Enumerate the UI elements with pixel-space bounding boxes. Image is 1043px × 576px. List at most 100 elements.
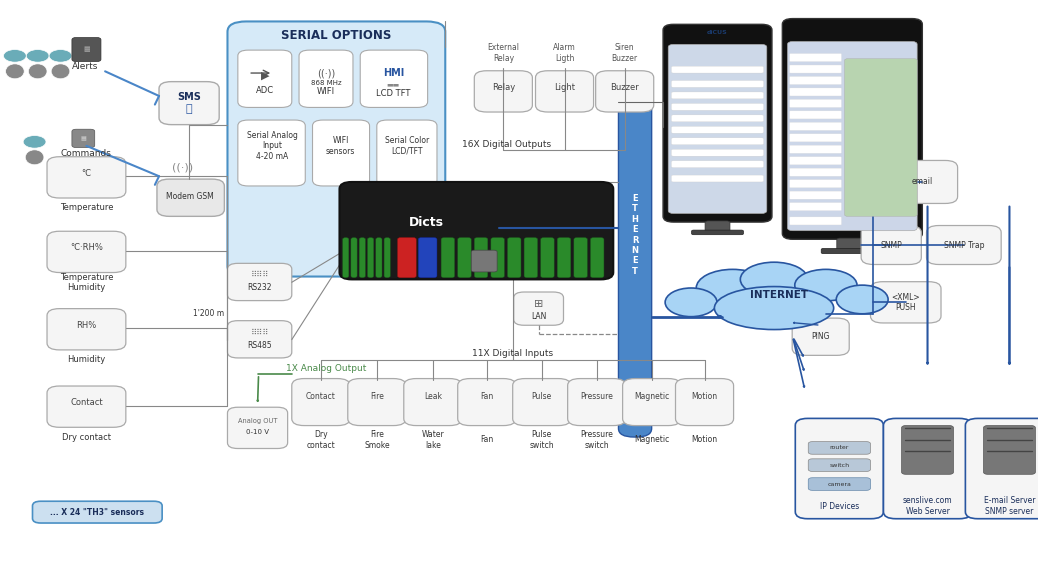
FancyBboxPatch shape — [47, 157, 126, 198]
FancyBboxPatch shape — [883, 418, 972, 519]
Text: °C·RH%: °C·RH% — [70, 244, 103, 252]
Text: E-mail Server
SNMP server: E-mail Server SNMP server — [984, 497, 1036, 516]
Text: ... X 24 "TH3" sensors: ... X 24 "TH3" sensors — [50, 507, 144, 517]
Ellipse shape — [51, 64, 70, 79]
Text: Commands: Commands — [60, 149, 112, 158]
FancyBboxPatch shape — [676, 378, 733, 426]
FancyBboxPatch shape — [672, 66, 763, 73]
Text: ▦: ▦ — [80, 136, 87, 141]
FancyBboxPatch shape — [238, 50, 292, 108]
FancyBboxPatch shape — [672, 175, 763, 182]
FancyBboxPatch shape — [672, 81, 763, 88]
Ellipse shape — [714, 287, 833, 329]
Text: Motion: Motion — [692, 435, 718, 445]
Text: Buzzer: Buzzer — [610, 83, 639, 92]
Text: Temperature
Humidity: Temperature Humidity — [59, 272, 114, 292]
Text: Motion: Motion — [692, 392, 718, 401]
FancyBboxPatch shape — [156, 179, 224, 217]
Ellipse shape — [836, 285, 888, 314]
FancyBboxPatch shape — [458, 378, 516, 426]
Text: Contact: Contact — [306, 392, 336, 401]
FancyBboxPatch shape — [821, 248, 883, 253]
Text: Pressure
switch: Pressure switch — [580, 430, 613, 450]
Ellipse shape — [26, 50, 49, 62]
Text: External
Relay: External Relay — [487, 43, 519, 63]
FancyBboxPatch shape — [347, 378, 406, 426]
Text: email: email — [912, 177, 932, 187]
FancyBboxPatch shape — [227, 321, 292, 358]
Text: <XML>
PUSH: <XML> PUSH — [892, 293, 920, 312]
Text: Fire
Smoke: Fire Smoke — [364, 430, 390, 450]
FancyBboxPatch shape — [508, 237, 522, 278]
FancyBboxPatch shape — [471, 250, 498, 272]
Text: Fire: Fire — [370, 392, 384, 401]
Text: 0-10 V: 0-10 V — [246, 430, 269, 435]
FancyBboxPatch shape — [672, 161, 763, 168]
FancyBboxPatch shape — [567, 378, 626, 426]
FancyBboxPatch shape — [47, 386, 126, 427]
Text: camera: camera — [827, 482, 851, 487]
Text: ⊞: ⊞ — [534, 299, 543, 309]
FancyBboxPatch shape — [862, 226, 921, 264]
Text: Pulse: Pulse — [532, 392, 552, 401]
FancyBboxPatch shape — [672, 104, 763, 110]
FancyBboxPatch shape — [663, 24, 772, 222]
Text: HMI: HMI — [383, 68, 404, 78]
Text: switch: switch — [829, 463, 849, 468]
Text: ⠿⠿⠿: ⠿⠿⠿ — [250, 328, 269, 336]
FancyBboxPatch shape — [557, 237, 571, 278]
FancyBboxPatch shape — [836, 238, 868, 251]
Ellipse shape — [697, 270, 769, 306]
Text: Alerts: Alerts — [72, 62, 98, 71]
Text: Pulse
switch: Pulse switch — [530, 430, 554, 450]
FancyBboxPatch shape — [672, 92, 763, 99]
Text: ADC: ADC — [256, 86, 274, 94]
FancyBboxPatch shape — [808, 459, 871, 471]
FancyBboxPatch shape — [475, 71, 532, 112]
Ellipse shape — [665, 288, 717, 317]
Text: Alarm
Ligth: Alarm Ligth — [553, 43, 576, 63]
FancyBboxPatch shape — [491, 237, 505, 278]
FancyBboxPatch shape — [458, 237, 471, 278]
FancyBboxPatch shape — [367, 237, 373, 278]
Ellipse shape — [3, 50, 26, 62]
FancyBboxPatch shape — [360, 50, 428, 108]
FancyBboxPatch shape — [672, 126, 763, 133]
FancyBboxPatch shape — [475, 237, 488, 278]
Text: 1X Analog Output: 1X Analog Output — [286, 364, 366, 373]
FancyBboxPatch shape — [350, 237, 357, 278]
FancyBboxPatch shape — [227, 407, 288, 449]
Text: SMS: SMS — [177, 92, 201, 102]
FancyBboxPatch shape — [790, 203, 842, 211]
Text: E
T
H
E
R
N
E
T: E T H E R N E T — [632, 194, 638, 276]
FancyBboxPatch shape — [901, 426, 953, 474]
FancyBboxPatch shape — [313, 120, 369, 186]
FancyBboxPatch shape — [672, 138, 763, 145]
Text: ▬▬: ▬▬ — [387, 81, 401, 87]
FancyBboxPatch shape — [790, 77, 842, 85]
Text: Fan: Fan — [480, 435, 493, 445]
FancyBboxPatch shape — [790, 134, 842, 142]
FancyBboxPatch shape — [790, 54, 842, 62]
Text: router: router — [829, 445, 849, 450]
FancyBboxPatch shape — [375, 237, 382, 278]
Text: Modem GSM: Modem GSM — [166, 192, 214, 201]
Ellipse shape — [49, 50, 72, 62]
FancyBboxPatch shape — [47, 309, 126, 350]
Text: LCD TFT: LCD TFT — [377, 89, 411, 97]
FancyBboxPatch shape — [790, 191, 842, 199]
Text: 📱: 📱 — [186, 104, 192, 114]
FancyBboxPatch shape — [984, 426, 1036, 474]
Text: 868 MHz: 868 MHz — [311, 80, 341, 86]
Text: SNMP: SNMP — [880, 241, 902, 249]
FancyBboxPatch shape — [32, 501, 162, 523]
FancyBboxPatch shape — [596, 71, 654, 112]
FancyBboxPatch shape — [404, 378, 462, 426]
FancyBboxPatch shape — [159, 82, 219, 124]
FancyBboxPatch shape — [227, 263, 292, 301]
FancyBboxPatch shape — [535, 71, 593, 112]
FancyBboxPatch shape — [790, 122, 842, 130]
Text: ▦: ▦ — [83, 47, 90, 52]
Text: 11X Digital Inputs: 11X Digital Inputs — [472, 350, 553, 358]
Text: Leak: Leak — [423, 392, 442, 401]
